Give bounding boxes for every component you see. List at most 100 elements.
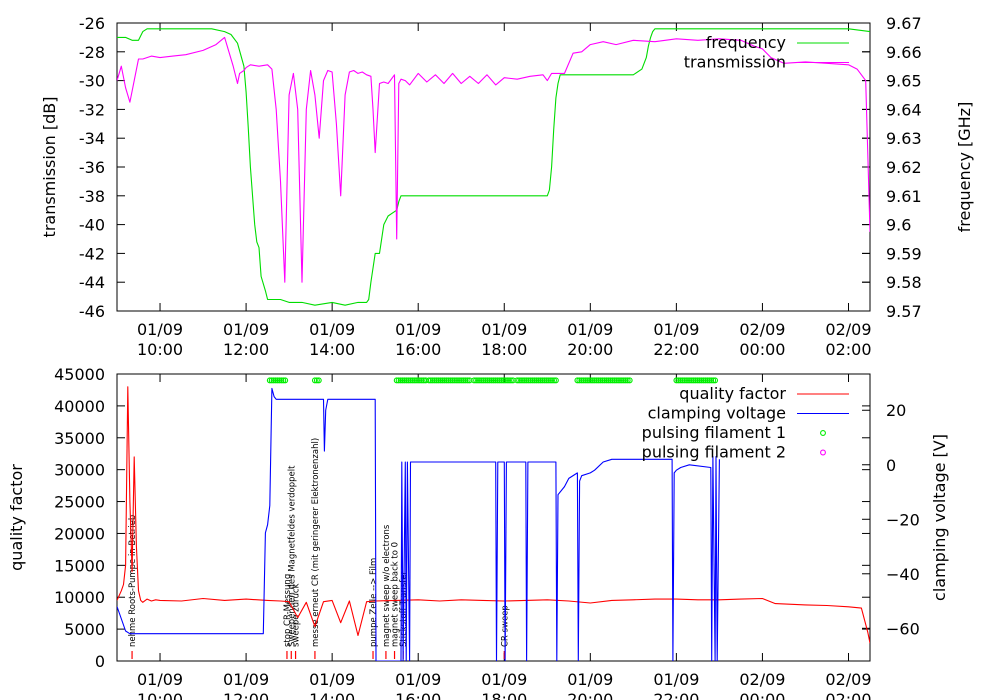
legend-label: clamping voltage: [648, 404, 786, 423]
pulse-point: [620, 377, 627, 384]
pulse-point: [429, 377, 436, 384]
pulse-point: [677, 377, 684, 384]
y-tick-label: -46: [79, 302, 105, 321]
pulse-point: [549, 377, 555, 384]
pulse-point: [574, 377, 581, 384]
x-tick-time: 12:00: [223, 340, 269, 359]
pulse-point: [615, 377, 622, 384]
pulse-point: [488, 377, 495, 384]
pulse-point: [698, 377, 705, 384]
series-line-quality-factor: [117, 386, 870, 644]
pulse-point: [453, 377, 460, 384]
pulse-point: [502, 377, 509, 384]
x-tick-date: 01/09: [653, 670, 699, 689]
x-tick-date: 01/09: [309, 320, 355, 339]
pulse-point: [473, 377, 480, 384]
pulse-point: [576, 377, 583, 384]
pulse-point: [413, 377, 419, 384]
pulse-point: [686, 377, 693, 384]
pulse-point: [617, 377, 623, 384]
pulse-point: [605, 377, 612, 384]
pulse-point: [462, 377, 469, 384]
x-tick-date: 02/09: [739, 320, 785, 339]
pulse-point: [675, 377, 682, 384]
x-tick-date: 01/09: [223, 320, 269, 339]
y-tick-label: -42: [79, 244, 105, 263]
legend-swatch-point: [820, 430, 826, 436]
y2-tick-label: 9.57: [886, 302, 922, 321]
pulse-point: [694, 377, 701, 384]
pulse-point: [433, 377, 440, 384]
pulse-point: [476, 377, 483, 384]
pulse-point: [607, 377, 614, 384]
pulse-point: [278, 377, 285, 384]
pulse-point: [266, 377, 273, 384]
y-axis-label: quality factor: [7, 464, 26, 571]
y2-tick-label: 9.65: [886, 72, 922, 91]
pulse-point: [407, 377, 414, 384]
annotation-label: pumpe Zelle --> Film: [369, 558, 379, 647]
pulse-point: [403, 377, 410, 384]
x-tick-time: 10:00: [137, 340, 183, 359]
pulse-point: [704, 377, 711, 384]
pulse-point: [426, 377, 432, 384]
x-tick-time: 20:00: [567, 690, 613, 700]
pulse-point: [270, 377, 277, 384]
pulse-point: [276, 377, 283, 384]
pulse-point: [683, 377, 690, 384]
pulse-point: [471, 377, 478, 384]
pulse-point: [516, 377, 523, 384]
pulse-point: [588, 377, 594, 384]
legend-label: frequency: [706, 33, 786, 52]
y-tick-label: 5000: [64, 620, 105, 639]
pulse-point: [490, 377, 497, 384]
pulse-point: [492, 377, 499, 384]
chart-panel-1: -26 -28 -30 -32 -34 -36 -38 -40 -42 -44 -46 9.67 9.6…: [40, 14, 974, 359]
y2-tick-label: 9.6: [886, 216, 911, 235]
plot-area: nehme Roots-Pumpe in Betrieb stop CR-Mess…: [117, 377, 870, 661]
y-tick-label: -34: [79, 129, 105, 148]
pulse-point: [603, 377, 610, 384]
pulse-point: [696, 377, 703, 384]
pulse-point: [599, 377, 606, 384]
pulse-point: [496, 377, 503, 384]
pulse-point: [504, 377, 511, 384]
pulse-point: [311, 377, 318, 384]
pulse-point: [482, 377, 489, 384]
pulse-point: [547, 377, 554, 384]
plot-area: [117, 28, 870, 306]
annotation-label: Sweependen des Magnetfeldes verdoppelt: [287, 465, 297, 647]
y2-tick-label: 9.59: [886, 244, 922, 263]
pulse-point: [460, 377, 467, 384]
pulse-point: [545, 377, 552, 384]
x-tick-time: 22:00: [653, 340, 699, 359]
x-tick-date: 01/09: [223, 670, 269, 689]
pulse-point: [551, 377, 557, 384]
x-tick-date: 02/09: [739, 670, 785, 689]
x-tick-time: 18:00: [481, 340, 527, 359]
y2-tick-label: 9.61: [886, 187, 922, 206]
pulse-point: [393, 377, 400, 384]
x-tick-date: 01/09: [395, 670, 441, 689]
pulse-point: [541, 377, 548, 384]
y2-axis-label: frequency [GHz]: [955, 102, 974, 233]
y-tick-label: 20000: [54, 524, 105, 543]
pulse-point: [313, 377, 320, 384]
pulse-point: [447, 377, 454, 384]
x-tick-date: 01/09: [653, 320, 699, 339]
pulse-point: [449, 377, 456, 384]
x-tick-time: 12:00: [223, 690, 269, 700]
pulse-point: [475, 377, 481, 384]
pulse-point: [710, 377, 717, 384]
y2-tick-label: 9.67: [886, 14, 922, 33]
x-tick-date: 01/09: [567, 320, 613, 339]
pulse-point: [445, 377, 452, 384]
pulse-point: [582, 377, 589, 384]
pulse-point: [700, 377, 707, 384]
y2-tick-label: −20: [886, 510, 920, 529]
pulse-point: [529, 377, 536, 384]
y2-tick-label: 9.62: [886, 158, 922, 177]
y2-tick-label: 20: [886, 401, 906, 420]
plot-frame: [116, 373, 871, 662]
